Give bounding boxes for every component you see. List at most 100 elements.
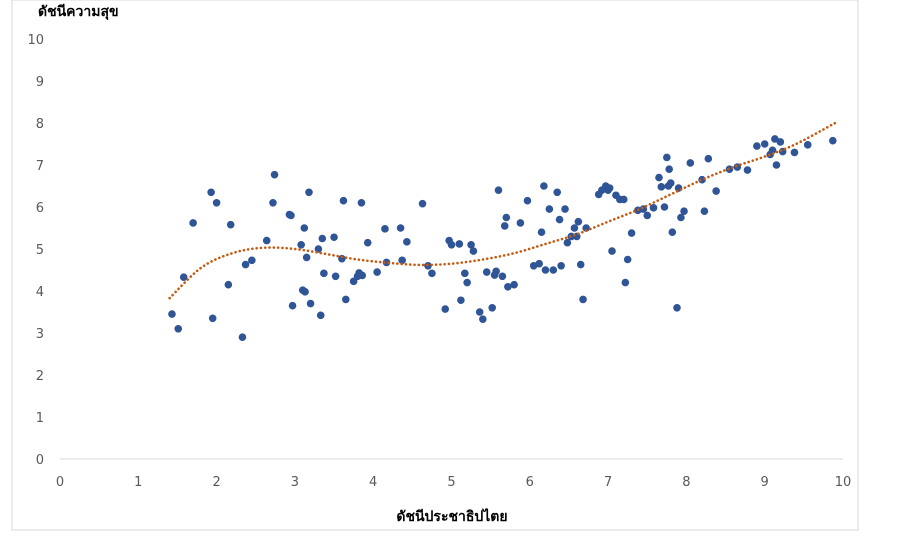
data-point bbox=[570, 224, 579, 232]
data-point bbox=[248, 256, 256, 265]
data-point bbox=[582, 224, 590, 232]
y-tick-label: 6 bbox=[36, 201, 44, 216]
data-point bbox=[373, 268, 381, 276]
y-tick-label: 0 bbox=[36, 453, 44, 468]
data-point bbox=[358, 271, 367, 280]
data-point bbox=[455, 240, 464, 248]
data-point bbox=[338, 254, 346, 263]
data-point bbox=[461, 269, 469, 278]
x-tick-label: 5 bbox=[447, 475, 455, 490]
data-point bbox=[557, 262, 565, 270]
data-point bbox=[179, 273, 188, 281]
x-tick-labels: 0 1 2 3 4 5 6 7 8 9 10 bbox=[56, 475, 851, 490]
data-point bbox=[301, 288, 309, 296]
data-point bbox=[330, 233, 338, 242]
data-point bbox=[535, 259, 543, 268]
y-tick-label: 2 bbox=[36, 369, 44, 384]
data-point bbox=[189, 219, 197, 227]
data-point bbox=[492, 267, 500, 276]
data-point bbox=[768, 146, 777, 155]
data-point bbox=[403, 238, 411, 246]
data-point bbox=[288, 301, 297, 310]
data-point bbox=[318, 234, 327, 243]
data-point bbox=[502, 213, 511, 222]
data-point bbox=[475, 308, 484, 316]
data-point bbox=[803, 141, 812, 149]
data-point bbox=[381, 225, 389, 233]
data-point bbox=[680, 207, 688, 215]
data-point bbox=[627, 229, 636, 237]
data-point bbox=[549, 266, 558, 274]
data-point bbox=[467, 241, 475, 249]
data-point bbox=[479, 315, 487, 323]
x-tick-label: 6 bbox=[526, 475, 534, 490]
data-point bbox=[320, 269, 328, 278]
data-point bbox=[300, 224, 309, 232]
data-point bbox=[363, 238, 372, 247]
y-tick-label: 9 bbox=[36, 75, 44, 90]
data-point bbox=[339, 196, 348, 205]
data-point bbox=[168, 310, 176, 318]
data-point bbox=[500, 222, 509, 230]
data-point bbox=[262, 236, 271, 245]
data-point bbox=[269, 199, 277, 207]
data-point bbox=[226, 220, 235, 229]
data-point bbox=[655, 173, 663, 182]
data-point bbox=[772, 161, 781, 169]
data-point bbox=[643, 211, 652, 220]
data-point bbox=[700, 207, 709, 215]
trendline bbox=[168, 121, 837, 300]
data-point bbox=[463, 278, 471, 287]
data-point bbox=[776, 138, 785, 146]
x-tick-label: 10 bbox=[835, 475, 852, 490]
data-point bbox=[605, 184, 614, 192]
data-point bbox=[790, 148, 799, 157]
data-point bbox=[287, 211, 295, 220]
data-point bbox=[563, 238, 572, 247]
x-tick-label: 4 bbox=[369, 475, 377, 490]
data-point bbox=[208, 314, 217, 323]
data-point bbox=[447, 241, 456, 249]
data-point bbox=[382, 258, 391, 267]
data-point bbox=[608, 247, 616, 255]
data-point bbox=[270, 170, 279, 179]
data-point bbox=[314, 245, 323, 253]
data-point bbox=[673, 304, 681, 312]
y-tick-label: 10 bbox=[27, 33, 44, 48]
data-point bbox=[686, 159, 695, 167]
data-point bbox=[428, 269, 436, 278]
data-point bbox=[704, 154, 713, 163]
data-point bbox=[212, 199, 221, 207]
y-axis-title: ดัชนีความสุข bbox=[38, 4, 119, 20]
data-point bbox=[398, 256, 406, 265]
data-point bbox=[829, 136, 837, 145]
data-point bbox=[241, 260, 250, 269]
data-point bbox=[331, 272, 340, 281]
data-point bbox=[561, 205, 569, 213]
data-point bbox=[623, 255, 632, 264]
data-point bbox=[457, 296, 465, 305]
data-point bbox=[619, 195, 628, 204]
data-point bbox=[302, 253, 311, 262]
data-point bbox=[576, 260, 585, 269]
data-point bbox=[668, 228, 677, 236]
data-point bbox=[663, 153, 671, 162]
x-tick-label: 3 bbox=[291, 475, 299, 490]
x-tick-label: 9 bbox=[761, 475, 769, 490]
data-point bbox=[297, 241, 305, 249]
data-point bbox=[545, 205, 554, 213]
y-tick-label: 8 bbox=[36, 117, 44, 132]
data-points bbox=[168, 135, 837, 342]
x-axis-title: ดัชนีประชาธิปไตย bbox=[396, 507, 507, 525]
data-point bbox=[306, 299, 315, 308]
data-point bbox=[504, 283, 512, 291]
data-point bbox=[541, 266, 550, 274]
data-point bbox=[523, 196, 532, 205]
x-tick-label: 2 bbox=[212, 475, 220, 490]
x-tick-label: 0 bbox=[56, 475, 64, 490]
y-tick-label: 3 bbox=[36, 327, 44, 342]
data-point bbox=[677, 213, 685, 222]
data-point bbox=[579, 295, 587, 304]
data-point bbox=[753, 142, 761, 150]
